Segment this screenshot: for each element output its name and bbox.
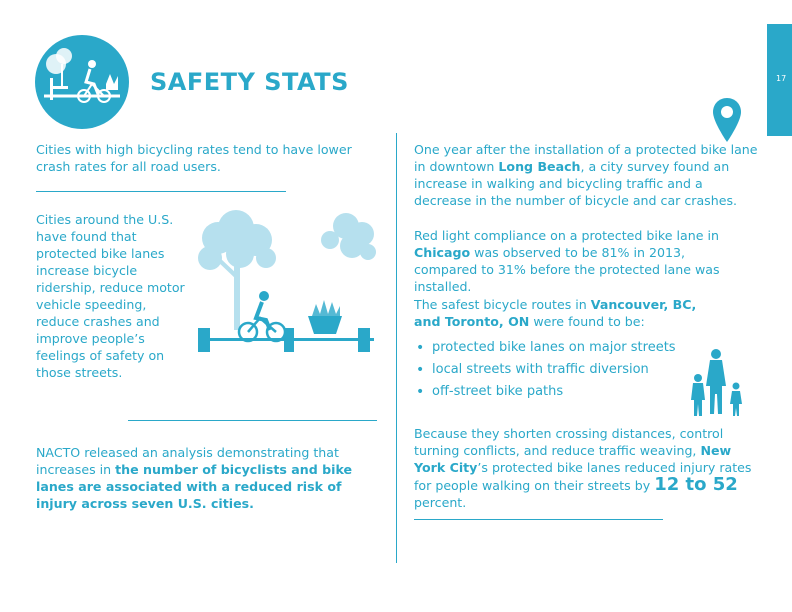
divider xyxy=(128,420,377,421)
long-beach-city: Long Beach xyxy=(498,159,581,174)
list-item: protected bike lanes on major streets xyxy=(414,337,694,359)
new-york-post: percent. xyxy=(414,495,467,510)
cities-text: Cities around the U.S. have found that p… xyxy=(36,212,185,380)
divider xyxy=(36,191,286,192)
chicago-post: was observed to be 81% in 2013, compared… xyxy=(414,245,720,294)
safest-routes-list: protected bike lanes on major streets lo… xyxy=(414,337,694,403)
page-number: 17 xyxy=(776,74,787,83)
vancouver-post: were found to be: xyxy=(529,314,645,329)
intro-text: Cities with high bicycling rates tend to… xyxy=(36,142,352,174)
vancouver-city: Vancouver, BC, and Toronto, ON xyxy=(414,297,697,329)
chicago-text: Red light compliance on a protected bike… xyxy=(414,227,749,295)
vancouver-text: The safest bicycle routes in Vancouver, … xyxy=(414,296,714,330)
list-item: off-street bike paths xyxy=(414,381,694,403)
bike-badge-icon xyxy=(35,35,129,129)
chicago-city: Chicago xyxy=(414,245,471,260)
new-york-mid: ’s protected bike lanes reduced injury r… xyxy=(414,460,752,493)
nacto-text-bold: the number of bicyclists and bike lanes … xyxy=(36,462,353,511)
chicago-pre: Red light compliance on a protected bike… xyxy=(414,228,719,243)
new-york-city: New York City xyxy=(414,443,732,475)
map-pin-icon xyxy=(713,98,741,142)
long-beach-text: One year after the installation of a pro… xyxy=(414,141,759,209)
injury-reduction-range: 12 to 52 xyxy=(654,474,738,495)
page-tab: 17 xyxy=(767,24,792,136)
list-item: local streets with traffic diversion xyxy=(414,359,694,381)
long-beach-pre: One year after the installation of a pro… xyxy=(414,142,758,174)
divider xyxy=(414,519,663,520)
vancouver-pre: The safest bicycle routes in xyxy=(414,297,591,312)
column-divider xyxy=(396,133,397,563)
nacto-text-pre: NACTO released an analysis demonstrating… xyxy=(36,445,339,477)
page-title: SAFETY STATS xyxy=(150,68,349,96)
new-york-text: Because they shorten crossing distances,… xyxy=(414,425,759,511)
nacto-text: NACTO released an analysis demonstrating… xyxy=(36,444,386,512)
family-icon xyxy=(691,349,742,416)
bike-lane-illustration xyxy=(198,210,376,352)
long-beach-post: , a city survey found an increase in wal… xyxy=(414,159,738,208)
new-york-pre: Because they shorten crossing distances,… xyxy=(414,426,724,458)
